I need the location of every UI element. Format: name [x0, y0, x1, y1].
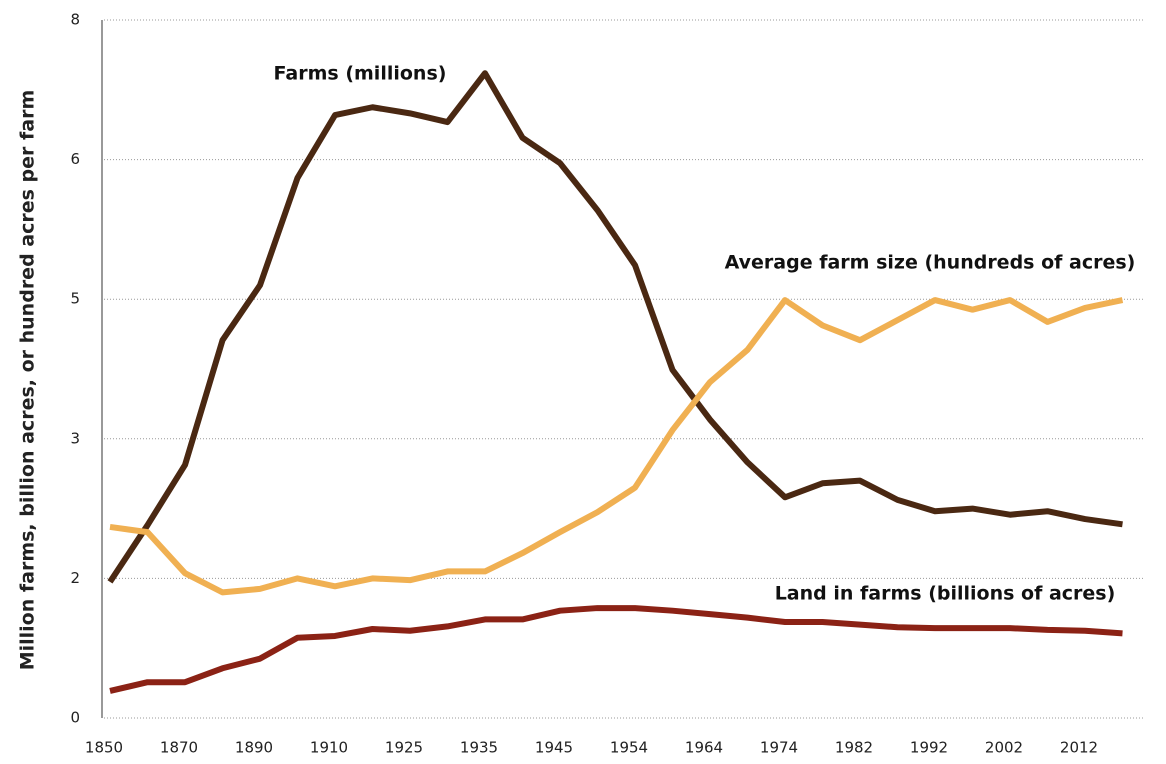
y-tick-label: 6 — [70, 150, 80, 168]
y-tick-label: 8 — [70, 11, 80, 29]
y-axis-label: Million farms, billion acres, or hundred… — [17, 90, 39, 671]
x-tick-label: 1982 — [835, 739, 873, 757]
x-tick-label: 1890 — [235, 739, 273, 757]
x-tick-label: 1992 — [910, 739, 948, 757]
x-tick-label: 1964 — [685, 739, 723, 757]
y-tick-label: 5 — [70, 290, 80, 308]
series-label: Farms (millions) — [274, 63, 447, 85]
series-label: Land in farms (billions of acres) — [775, 583, 1116, 605]
series-line — [109, 297, 1124, 596]
series-line — [109, 605, 1123, 694]
x-tick-label: 1910 — [310, 739, 348, 757]
x-tick-label: 1925 — [385, 739, 423, 757]
y-tick-label: 2 — [70, 569, 80, 587]
y-tick-label: 3 — [70, 429, 80, 447]
x-tick-label: 1850 — [85, 739, 123, 757]
x-tick-label: 1945 — [535, 739, 573, 757]
x-tick-label: 1935 — [460, 739, 498, 757]
x-tick-label: 1974 — [760, 739, 798, 757]
series-line — [107, 70, 1123, 584]
series-label: Average farm size (hundreds of acres) — [725, 252, 1136, 274]
x-tick-label: 2012 — [1060, 739, 1098, 757]
x-tick-label: 2002 — [985, 739, 1023, 757]
y-tick-label: 0 — [70, 709, 80, 727]
x-tick-label: 1870 — [160, 739, 198, 757]
x-tick-label: 1954 — [610, 739, 648, 757]
